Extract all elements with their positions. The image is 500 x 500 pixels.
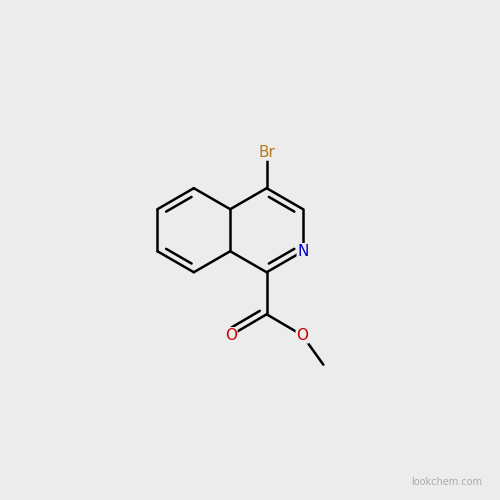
Text: lookchem.com: lookchem.com <box>412 478 482 488</box>
Text: N: N <box>298 244 308 258</box>
Text: Br: Br <box>258 145 275 160</box>
Text: O: O <box>296 328 308 343</box>
Text: O: O <box>225 328 237 343</box>
